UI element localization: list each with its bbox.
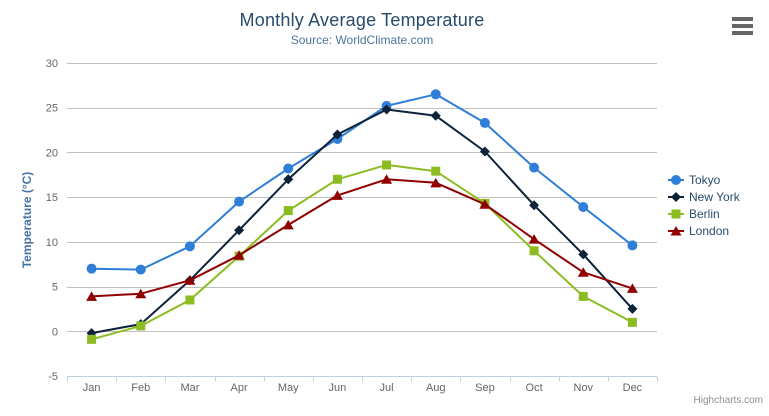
london-data-point[interactable] <box>331 190 343 200</box>
x-axis-label: Jun <box>329 382 347 394</box>
x-axis-label: Jul <box>380 382 394 394</box>
tokyo-data-point[interactable] <box>135 264 146 275</box>
y-axis-label: 20 <box>46 147 58 159</box>
london-data-point[interactable] <box>626 283 638 293</box>
y-axis-label: 10 <box>46 237 58 249</box>
tokyo-data-point[interactable] <box>86 263 97 274</box>
london-data-point[interactable] <box>381 174 393 184</box>
y-axis-label: 5 <box>52 282 58 294</box>
london-data-point[interactable] <box>233 250 245 260</box>
legend-label: Berlin <box>689 206 720 221</box>
x-axis-label: Feb <box>131 382 150 394</box>
berlin-data-point[interactable] <box>185 295 195 305</box>
x-axis-label: Sep <box>475 382 495 394</box>
tokyo-data-point[interactable] <box>479 117 490 128</box>
x-axis-label: Apr <box>231 382 248 394</box>
legend-square-marker[interactable] <box>671 209 681 218</box>
legend-item-tokyo[interactable]: Tokyo <box>668 172 740 187</box>
berlin-data-point[interactable] <box>529 246 539 256</box>
london-data-point[interactable] <box>577 267 589 277</box>
chart-title: Monthly Average Temperature <box>239 10 485 30</box>
x-axis-label: Nov <box>573 382 593 394</box>
london-data-point[interactable] <box>528 234 540 244</box>
berlin-line <box>90 163 634 341</box>
legend-item-new-york[interactable]: New York <box>668 189 740 204</box>
tokyo-data-point[interactable] <box>430 89 441 100</box>
new-york-data-point[interactable] <box>529 200 540 211</box>
tokyo-data-point[interactable] <box>184 241 195 252</box>
berlin-data-point[interactable] <box>87 334 97 344</box>
legend-triangle-marker[interactable] <box>670 225 682 236</box>
hamburger-icon <box>732 24 753 28</box>
new-york-line <box>90 108 634 335</box>
x-axis-label: Mar <box>180 382 199 394</box>
berlin-data-point[interactable] <box>283 206 293 216</box>
new-york-data-point[interactable] <box>381 104 392 115</box>
y-axis-label: -5 <box>48 371 58 383</box>
x-axis-label: Jan <box>83 382 101 394</box>
legend-label: London <box>689 223 730 238</box>
tokyo-data-point[interactable] <box>627 240 638 251</box>
hamburger-icon <box>732 17 753 21</box>
legend-item-london[interactable]: London <box>668 223 740 238</box>
tokyo-line <box>90 93 634 271</box>
x-axis-label: May <box>278 382 299 394</box>
tokyo-data-point[interactable] <box>283 163 294 174</box>
london-data-point[interactable] <box>135 288 147 299</box>
legend-label: Tokyo <box>689 172 721 187</box>
tokyo-data-point[interactable] <box>578 201 589 212</box>
y-axis-label: 25 <box>46 103 58 115</box>
export-menu-button[interactable] <box>731 16 755 36</box>
new-york-data-point[interactable] <box>578 249 589 260</box>
legend-circle-marker[interactable] <box>671 174 681 185</box>
new-york-data-point[interactable] <box>627 303 638 314</box>
berlin-data-point[interactable] <box>627 317 637 327</box>
x-axis-label: Aug <box>426 382 446 394</box>
berlin-data-point[interactable] <box>431 166 441 176</box>
circle-icon <box>668 174 684 185</box>
new-york-data-point[interactable] <box>430 110 441 121</box>
chart-subtitle: Source: WorldClimate.com <box>290 33 434 47</box>
legend-item-berlin[interactable]: Berlin <box>668 206 740 221</box>
new-york-data-point[interactable] <box>479 146 490 157</box>
triangle-icon <box>668 225 684 236</box>
new-york-data-point[interactable] <box>234 225 245 236</box>
tokyo-data-point[interactable] <box>529 162 540 173</box>
legend-diamond-marker[interactable] <box>671 191 681 202</box>
x-axis-label: Oct <box>526 382 543 394</box>
london-data-point[interactable] <box>282 219 294 230</box>
london-data-point[interactable] <box>430 177 442 188</box>
new-york-data-point[interactable] <box>332 129 343 140</box>
hamburger-icon <box>732 31 753 35</box>
x-axis-label: Dec <box>623 382 643 394</box>
london-data-point[interactable] <box>184 275 196 285</box>
london-data-point[interactable] <box>479 199 491 209</box>
london-line <box>90 178 634 298</box>
y-axis-label: 30 <box>46 58 58 70</box>
square-icon <box>668 209 684 218</box>
y-axis-label: 15 <box>46 192 58 204</box>
berlin-data-point[interactable] <box>136 321 146 331</box>
credits-link[interactable]: Highcharts.com <box>693 395 763 406</box>
y-axis-label: 0 <box>52 326 58 338</box>
london-data-point[interactable] <box>86 291 98 301</box>
berlin-data-point[interactable] <box>382 160 392 170</box>
berlin-data-point[interactable] <box>578 291 588 301</box>
berlin-data-point[interactable] <box>332 174 342 184</box>
diamond-icon <box>668 191 684 202</box>
legend: Tokyo New York Berlin London <box>668 172 740 238</box>
tokyo-data-point[interactable] <box>234 196 245 207</box>
new-york-data-point[interactable] <box>283 174 294 185</box>
legend-label: New York <box>689 189 740 204</box>
